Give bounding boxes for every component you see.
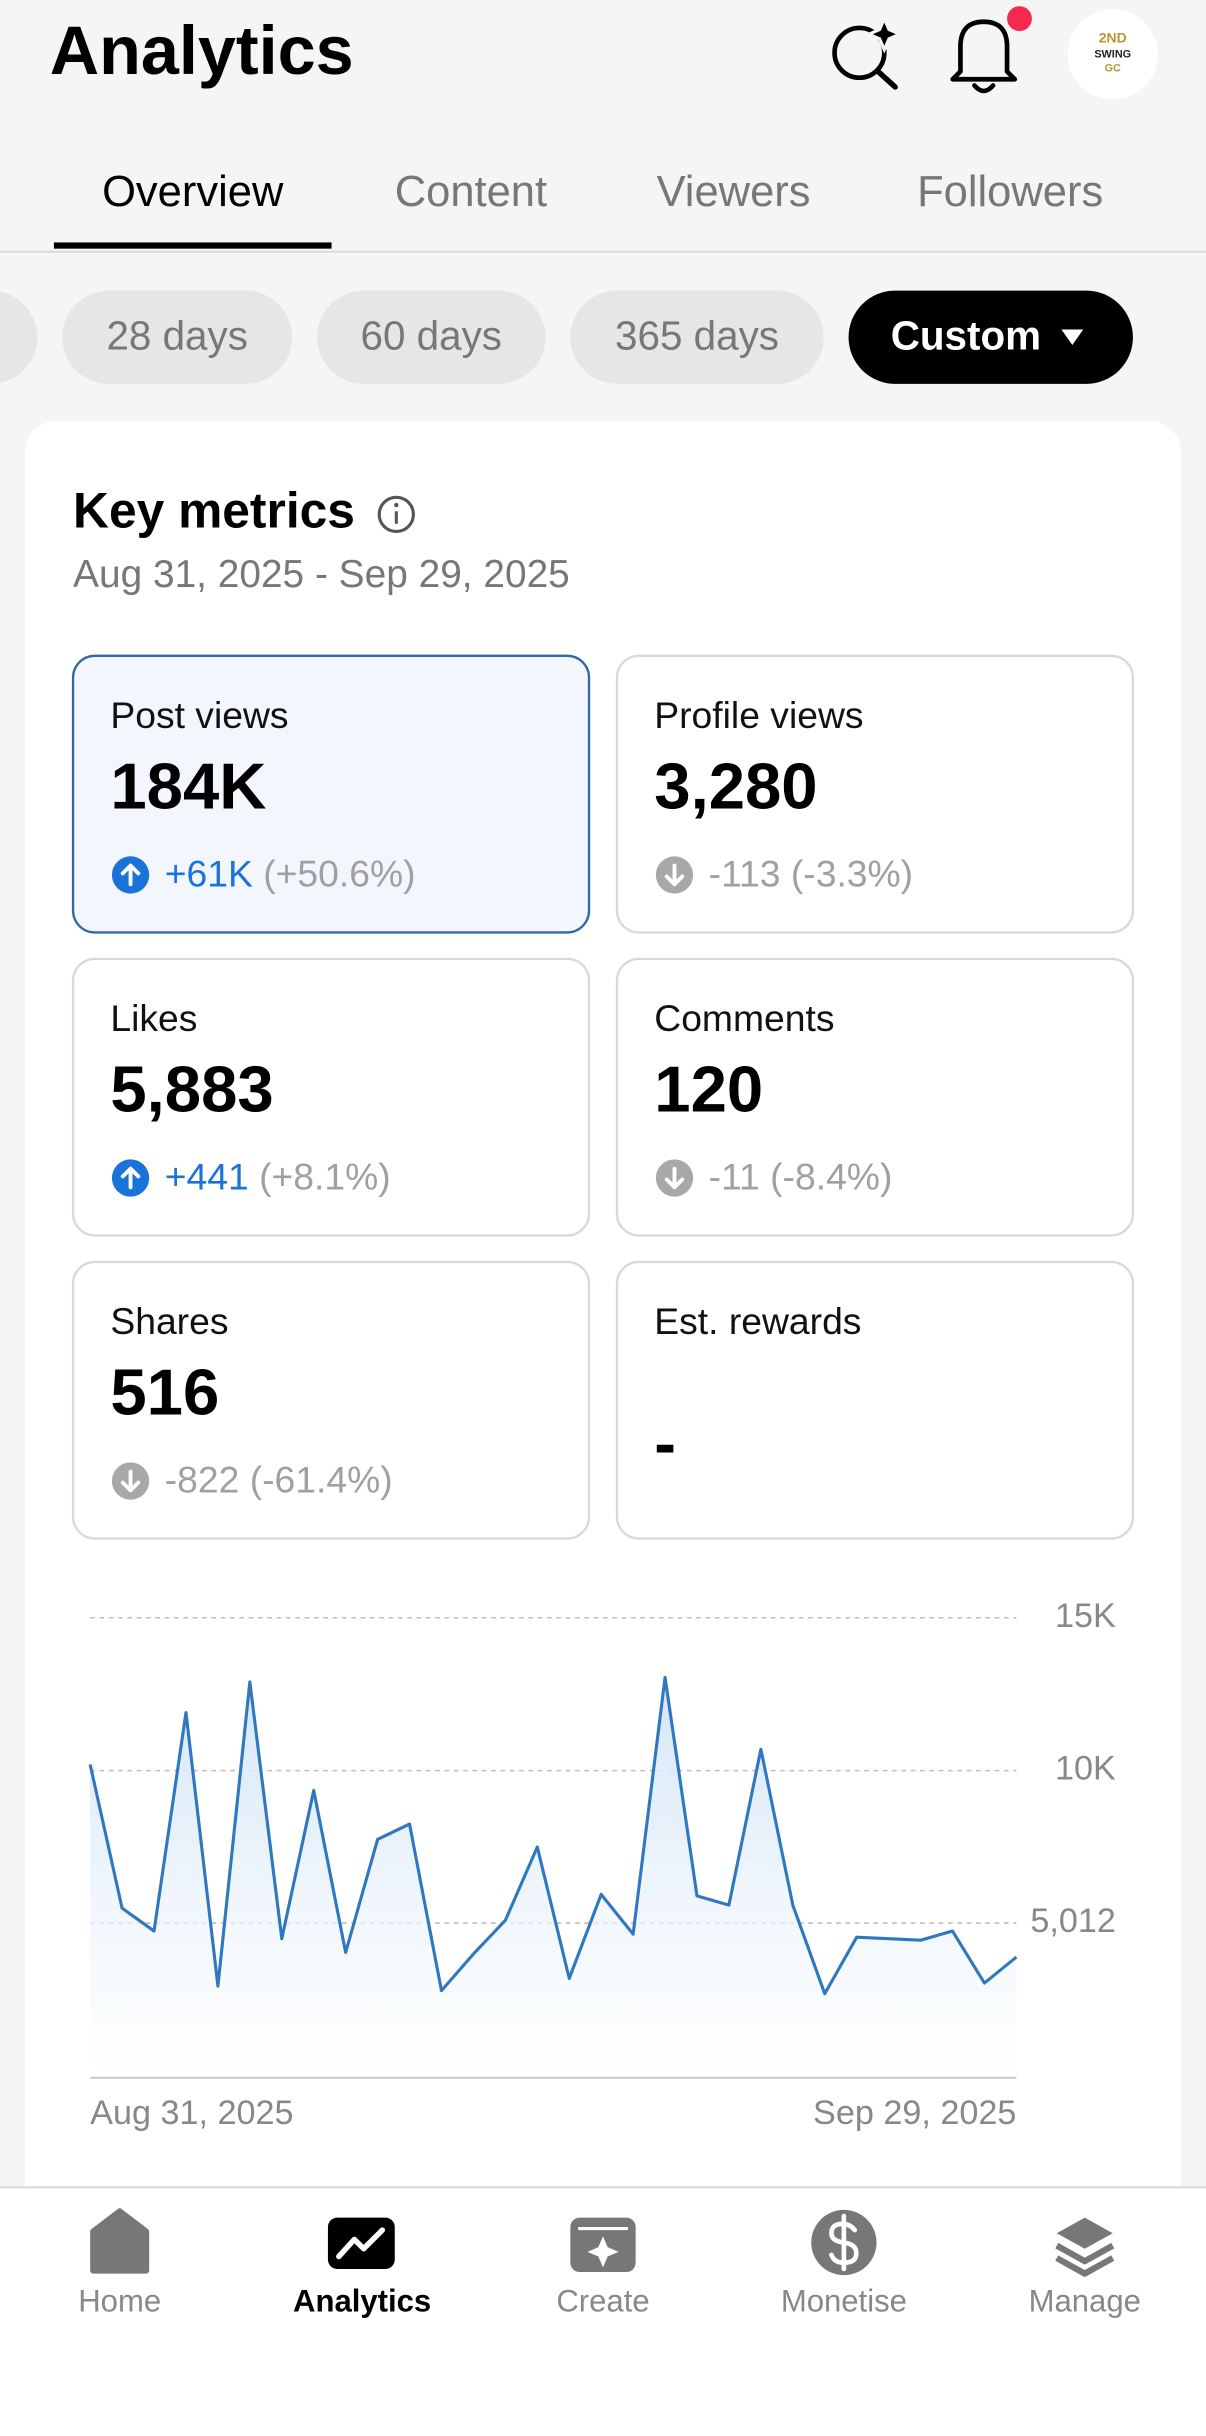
line	[88, 1675, 1018, 1996]
metric-change: -822 (-61.4%)	[165, 1458, 393, 1500]
metric-change-value: -113	[709, 852, 781, 894]
range-chips: 28 days 60 days 365 days Custom	[0, 290, 1133, 384]
nav-item[interactable]: Manage	[1029, 2283, 1141, 2318]
notification-dot	[1007, 6, 1032, 32]
create-glyph	[587, 2236, 619, 2268]
metric-change-value: -822	[165, 1458, 240, 1500]
metric-change-value: +61K	[165, 852, 253, 894]
range-chip-label: 60 days	[361, 312, 502, 358]
tab-indicator	[53, 242, 332, 249]
sparkle-icon	[864, 14, 904, 54]
page-title: Analytics	[50, 13, 354, 89]
tab[interactable]: Overview	[102, 168, 284, 216]
metric-label: Profile views	[654, 694, 863, 736]
metric-value: 5,883	[110, 1052, 273, 1125]
metric-change-pct: (-61.4%)	[250, 1458, 393, 1500]
tab[interactable]: Content	[395, 168, 547, 216]
info-glyph	[394, 502, 399, 508]
avatar-text: 2ND	[1099, 30, 1127, 46]
metric-label: Comments	[654, 997, 834, 1039]
metric-card[interactable]	[615, 654, 1135, 934]
nav-labels: Home Analytics Create Monetise Manage	[78, 2283, 1141, 2318]
avatar-text: GC	[1105, 62, 1121, 74]
y-tick-label: 15K	[1055, 1597, 1116, 1635]
x-tick-label: Sep 29, 2025	[813, 2094, 1016, 2132]
avatar-text: SWING	[1094, 48, 1131, 60]
line-chart: 15K 10K 5,012 Aug 31, 2025 Sep 29, 2025	[88, 1597, 1116, 2132]
metric-card[interactable]	[615, 1260, 1135, 1540]
metric-change-value: -11	[709, 1155, 760, 1197]
nav-item[interactable]: Monetise	[781, 2283, 907, 2318]
dropdown-arrow	[1061, 329, 1084, 346]
metric-change: -11 (-8.4%)	[709, 1155, 893, 1197]
metric-grid: Post views 184K +61K (+50.6%) Profile views…	[71, 654, 1135, 1540]
metric-label: Est. rewards	[654, 1300, 861, 1342]
range-chip-label: Custom	[891, 312, 1041, 358]
metric-change-pct: (+50.6%)	[263, 852, 415, 894]
tab-bar: Overview Content Viewers Followers	[53, 168, 1103, 249]
notifications-button[interactable]	[950, 6, 1032, 94]
info-button[interactable]	[377, 495, 415, 534]
nav-item[interactable]: Home	[78, 2283, 161, 2318]
bell-icon	[950, 19, 1018, 82]
trend-arrow	[120, 863, 141, 887]
monetise-glyph	[829, 2213, 859, 2272]
bell-clapper	[972, 83, 996, 94]
metric-value: 3,280	[654, 749, 817, 822]
metric-value: -	[654, 1407, 676, 1480]
metric-card[interactable]	[71, 957, 591, 1237]
metric-change: +441 (+8.1%)	[165, 1155, 391, 1197]
metric-change-value: +441	[165, 1155, 249, 1197]
metric-change-pct: (+8.1%)	[259, 1155, 391, 1197]
range-chip[interactable]	[848, 290, 1133, 384]
section-title: Key metrics	[73, 483, 355, 539]
date-range: Aug 31, 2025 - Sep 29, 2025	[73, 553, 570, 596]
analytics-glyph	[336, 2227, 386, 2260]
metric-change: -113 (-3.3%)	[709, 852, 913, 894]
manage-icon	[1055, 2242, 1115, 2277]
metric-value: 184K	[110, 749, 266, 822]
avatar[interactable]: 2ND SWING GC	[1067, 9, 1158, 100]
metric-change-pct: (-8.4%)	[770, 1155, 892, 1197]
avatar-circle	[1067, 9, 1158, 100]
metric-change: +61K (+50.6%)	[165, 852, 416, 894]
search-handle	[875, 68, 898, 90]
tab[interactable]: Followers	[917, 168, 1103, 216]
trend-arrow	[664, 863, 685, 887]
range-chip[interactable]	[570, 290, 824, 384]
metric-value: 516	[110, 1355, 219, 1428]
metric-label: Shares	[110, 1300, 228, 1342]
range-chip[interactable]	[62, 290, 293, 384]
area	[90, 1677, 1017, 2077]
metric-label: Post views	[110, 694, 288, 736]
metric-change-pct: (-3.3%)	[791, 852, 913, 894]
metric-value: 120	[654, 1052, 763, 1125]
trend-arrow	[120, 1469, 141, 1493]
range-chip-label: 28 days	[106, 312, 247, 358]
tab[interactable]: Viewers	[657, 168, 811, 216]
y-tick-label: 5,012	[1030, 1902, 1116, 1940]
metric-card[interactable]	[615, 957, 1135, 1237]
info-icon	[377, 495, 415, 534]
nav-item[interactable]: Create	[556, 2283, 649, 2318]
nav-item[interactable]: Analytics	[293, 2283, 431, 2318]
metric-label: Likes	[110, 997, 197, 1039]
x-tick-label: Aug 31, 2025	[90, 2094, 293, 2132]
home-icon	[90, 2208, 150, 2274]
range-chip-partial[interactable]	[0, 291, 38, 384]
metric-card[interactable]	[71, 1260, 591, 1540]
trend-arrow	[120, 1166, 141, 1190]
range-chip-label: 365 days	[615, 312, 779, 358]
range-chip[interactable]	[317, 290, 546, 384]
search-button[interactable]	[832, 14, 904, 90]
trend-arrow	[664, 1166, 685, 1190]
metric-card[interactable]	[71, 654, 591, 934]
y-tick-label: 10K	[1055, 1750, 1116, 1788]
